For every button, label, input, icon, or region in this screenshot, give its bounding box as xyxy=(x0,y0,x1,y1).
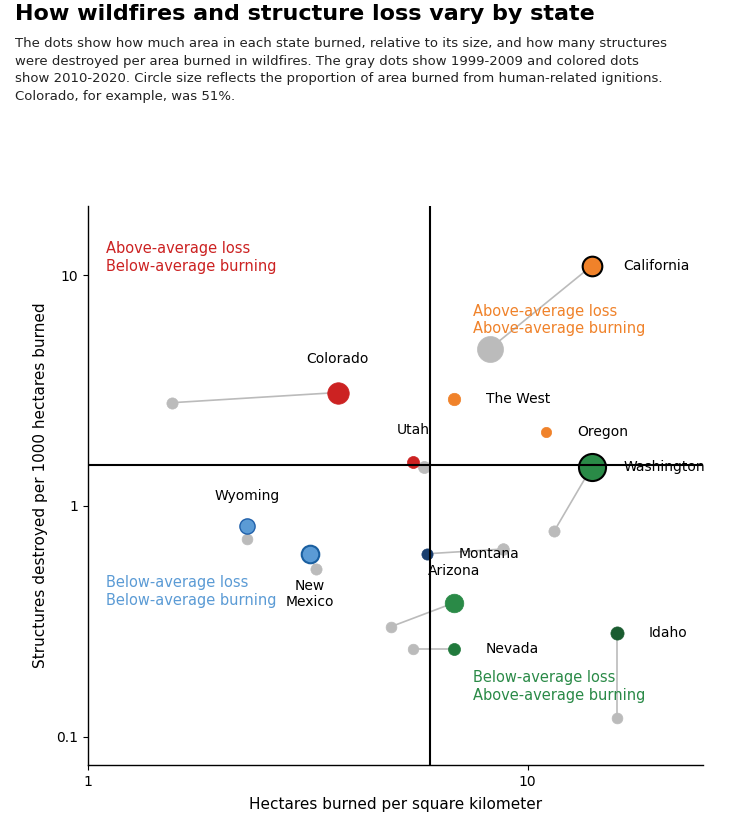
Point xyxy=(310,563,322,576)
Text: Oregon: Oregon xyxy=(578,425,629,439)
Text: Colorado: Colorado xyxy=(307,352,369,366)
Point xyxy=(448,393,460,406)
Point xyxy=(421,547,433,560)
Text: Washington: Washington xyxy=(624,459,705,473)
Point xyxy=(498,542,509,556)
Point xyxy=(448,642,460,655)
Point xyxy=(448,596,460,609)
Point xyxy=(241,532,253,546)
Text: Below-average loss
Above-average burning: Below-average loss Above-average burning xyxy=(473,671,645,703)
Text: Wyoming: Wyoming xyxy=(214,490,280,504)
Point xyxy=(408,642,419,655)
Point xyxy=(586,460,598,473)
Y-axis label: Structures destroyed per 1000 hectares burned: Structures destroyed per 1000 hectares b… xyxy=(33,303,48,668)
Point xyxy=(612,712,624,725)
Point xyxy=(484,342,496,356)
Text: Arizona: Arizona xyxy=(427,564,480,578)
Text: California: California xyxy=(624,258,690,272)
Point xyxy=(418,460,430,473)
Text: Montana: Montana xyxy=(458,546,519,560)
Point xyxy=(408,455,419,468)
Point xyxy=(612,627,624,640)
Point xyxy=(165,396,177,409)
Text: Idaho: Idaho xyxy=(649,626,688,640)
Point xyxy=(386,620,397,633)
Text: Utah: Utah xyxy=(397,423,430,437)
Text: Above-average loss
Below-average burning: Above-average loss Below-average burning xyxy=(106,241,277,274)
Point xyxy=(332,386,343,399)
Point xyxy=(548,524,560,537)
Point xyxy=(305,547,316,560)
Point xyxy=(540,425,552,438)
Text: Above-average loss
Above-average burning: Above-average loss Above-average burning xyxy=(473,304,645,337)
Text: Nevada: Nevada xyxy=(485,642,539,656)
Text: New
Mexico: New Mexico xyxy=(285,579,335,609)
Text: How wildfires and structure loss vary by state: How wildfires and structure loss vary by… xyxy=(15,4,594,24)
Text: The West: The West xyxy=(485,393,550,407)
X-axis label: Hectares burned per square kilometer: Hectares burned per square kilometer xyxy=(249,797,542,812)
Text: The dots show how much area in each state burned, relative to its size, and how : The dots show how much area in each stat… xyxy=(15,37,667,103)
Point xyxy=(241,519,253,532)
Text: Below-average loss
Below-average burning: Below-average loss Below-average burning xyxy=(106,575,277,607)
Point xyxy=(586,259,598,272)
